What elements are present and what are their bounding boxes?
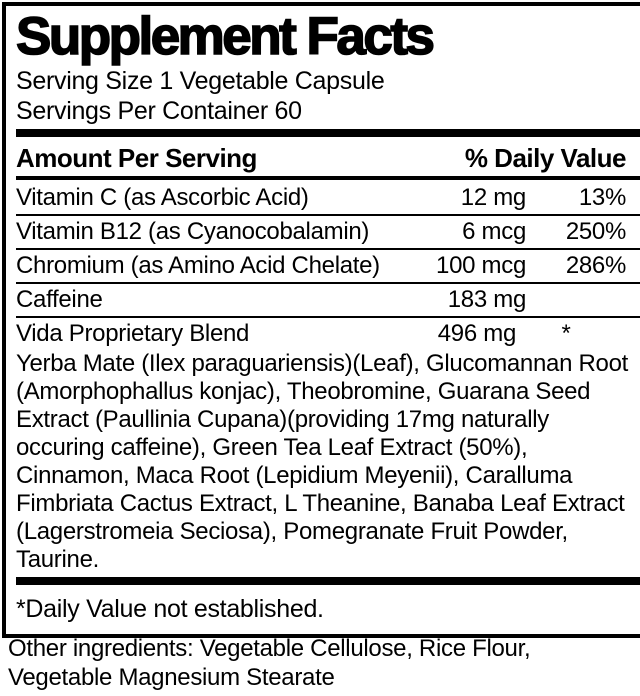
nutrient-daily-value: * [561, 320, 571, 347]
nutrient-row: Vitamin B12 (as Cyanocobalamin) 6 mcg 250% [16, 216, 640, 250]
divider-medium [16, 176, 640, 180]
servings-per-container-line: Servings Per Container 60 [16, 97, 302, 125]
supplement-facts-panel: Supplement Facts Serving Size 1 Vegetabl… [2, 2, 640, 638]
nutrient-daily-value [526, 284, 640, 316]
divider-thick-top [16, 129, 640, 137]
nutrient-row: Vida Proprietary Blend 496 mg * [16, 318, 640, 350]
daily-value-header: % Daily Value [464, 143, 627, 173]
nutrient-amount: 496 mg [437, 320, 517, 347]
nutrient-amount: 100 mcg [436, 252, 526, 279]
nutrient-name: Vitamin C (as Ascorbic Acid) [16, 184, 309, 211]
amount-per-serving-header: Amount Per Serving [16, 143, 257, 173]
nutrient-row: Caffeine 183 mg [16, 284, 640, 318]
nutrient-amount: 183 mg [447, 286, 527, 313]
nutrient-rows: Vitamin C (as Ascorbic Acid) 12 mg 13% Vita… [16, 182, 640, 350]
nutrient-amount: 12 mg [460, 184, 527, 211]
blend-description: Yerba Mate (Ilex paraguariensis)(Leaf), … [16, 350, 628, 573]
nutrient-name: Vitamin B12 (as Cyanocobalamin) [16, 218, 370, 245]
nutrient-name: Vida Proprietary Blend [16, 320, 250, 347]
nutrient-row: Vitamin C (as Ascorbic Acid) 12 mg 13% [16, 182, 640, 216]
nutrient-daily-value: 250% [565, 218, 626, 245]
nutrient-name: Caffeine [16, 286, 103, 313]
nutrient-row: Chromium (as Amino Acid Chelate) 100 mcg 2… [16, 250, 640, 284]
other-ingredients-text: Other ingredients: Vegetable Cellulose, … [8, 635, 531, 691]
table-header-row: Amount Per Serving % Daily Value [16, 140, 640, 176]
panel-title: Supplement Facts [15, 7, 436, 67]
divider-thick-bottom [16, 577, 640, 585]
serving-size-line: Serving Size 1 Vegetable Capsule [16, 67, 385, 95]
nutrient-daily-value: 286% [565, 252, 626, 279]
nutrient-name: Chromium (as Amino Acid Chelate) [16, 252, 380, 279]
nutrient-amount: 6 mcg [462, 218, 526, 245]
nutrient-daily-value: 13% [578, 184, 626, 211]
daily-value-footnote: *Daily Value not established. [16, 595, 324, 623]
